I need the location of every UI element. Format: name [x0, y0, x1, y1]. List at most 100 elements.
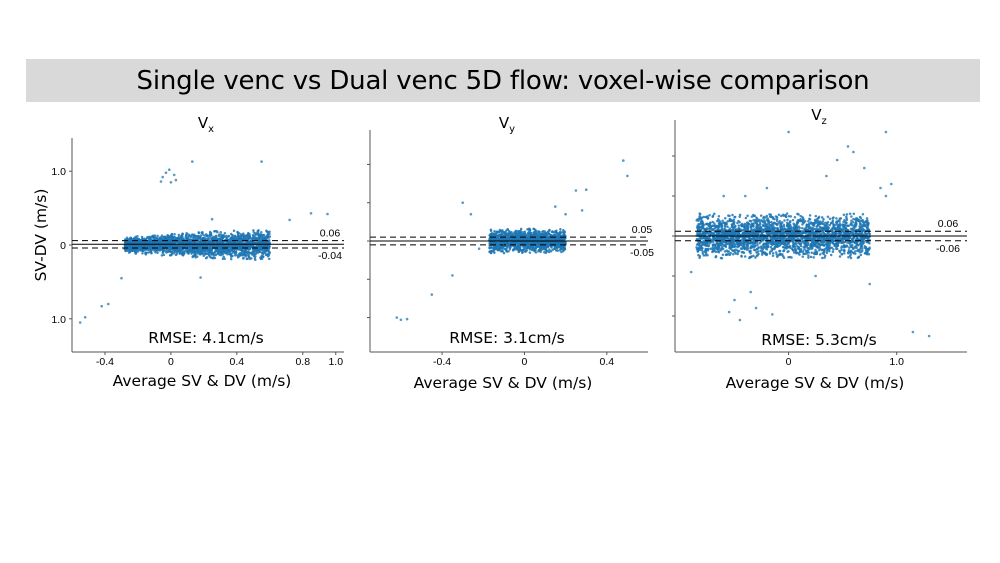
data-point — [213, 241, 216, 244]
data-point — [206, 234, 209, 238]
data-point — [793, 215, 797, 219]
data-point — [846, 241, 849, 244]
data-point — [507, 250, 510, 253]
data-point — [516, 236, 519, 240]
y-tick-label: 1.0 — [51, 166, 66, 178]
data-point — [223, 257, 226, 260]
slide-title-bar: Single venc vs Dual venc 5D flow: voxel-… — [26, 59, 980, 102]
data-point — [201, 230, 204, 234]
data-point — [254, 252, 258, 255]
outlier-point — [78, 321, 82, 324]
data-point — [255, 245, 258, 248]
data-point — [137, 237, 140, 241]
data-point — [829, 253, 833, 257]
data-point — [524, 247, 528, 250]
data-point — [263, 251, 266, 255]
data-point — [237, 255, 240, 258]
data-point — [496, 235, 500, 239]
data-point — [182, 250, 185, 254]
data-point — [807, 220, 810, 223]
data-point — [162, 236, 166, 239]
data-point — [509, 245, 512, 249]
data-point — [154, 251, 157, 254]
data-point — [267, 257, 271, 261]
data-point — [205, 256, 209, 259]
data-point — [266, 230, 269, 234]
panel-title: Vy — [499, 114, 515, 135]
data-point — [148, 237, 151, 240]
data-point — [203, 234, 206, 237]
data-point — [252, 229, 255, 232]
data-point — [214, 235, 217, 238]
data-point — [134, 252, 138, 255]
outlier-point — [161, 175, 164, 179]
data-point — [738, 220, 741, 224]
data-point — [559, 228, 562, 231]
data-point — [268, 232, 271, 236]
data-point — [267, 236, 270, 239]
data-point — [211, 236, 214, 240]
data-point — [209, 248, 213, 252]
outlier-point — [399, 318, 403, 322]
data-point — [236, 231, 240, 234]
data-point — [548, 228, 551, 232]
data-point — [845, 213, 849, 216]
data-point — [222, 245, 225, 248]
x-tick-label: 0 — [168, 356, 174, 368]
data-point — [497, 243, 500, 247]
data-point — [175, 241, 178, 244]
data-point — [178, 252, 182, 255]
data-point — [141, 241, 145, 244]
data-point — [206, 251, 209, 255]
data-point — [193, 252, 196, 256]
scatter-points — [395, 159, 629, 322]
reference-line-label: -0.05 — [630, 247, 654, 259]
data-point — [505, 244, 509, 248]
data-point — [517, 242, 521, 245]
data-point — [208, 236, 211, 239]
data-point — [254, 237, 257, 241]
data-point — [162, 244, 165, 247]
data-point — [152, 238, 156, 241]
data-point — [191, 254, 195, 258]
data-point — [237, 252, 241, 256]
data-point — [807, 256, 810, 259]
data-point — [198, 245, 202, 248]
data-point — [246, 232, 250, 236]
data-point — [521, 230, 525, 234]
data-point — [260, 235, 264, 239]
data-point — [190, 252, 193, 255]
data-point — [533, 234, 537, 237]
data-point — [191, 248, 194, 252]
data-point — [256, 237, 260, 241]
data-point — [508, 248, 512, 251]
data-point — [495, 230, 498, 234]
data-point — [814, 214, 818, 218]
data-point — [528, 234, 531, 237]
data-point — [134, 235, 137, 239]
data-point — [229, 244, 232, 248]
outlier-point — [461, 201, 465, 204]
data-point — [153, 234, 157, 237]
outlier-point — [199, 276, 202, 279]
data-point — [208, 239, 211, 242]
outlier-point — [554, 205, 557, 208]
data-point — [232, 240, 236, 244]
y-axis-label: SV-DV (m/s) — [32, 189, 50, 282]
data-point — [200, 252, 204, 255]
data-point — [553, 245, 557, 249]
rmse-annotation: RMSE: 3.1cm/s — [449, 329, 565, 347]
data-point — [526, 231, 530, 235]
data-point — [257, 232, 260, 236]
data-point — [194, 245, 197, 248]
data-point — [252, 241, 256, 244]
data-point — [130, 249, 133, 252]
data-point — [182, 241, 185, 244]
data-point — [124, 249, 128, 252]
x-tick-label: 0.8 — [295, 356, 310, 368]
data-point — [528, 251, 532, 254]
data-point — [260, 251, 264, 255]
data-point — [170, 251, 174, 254]
data-point — [699, 241, 702, 245]
